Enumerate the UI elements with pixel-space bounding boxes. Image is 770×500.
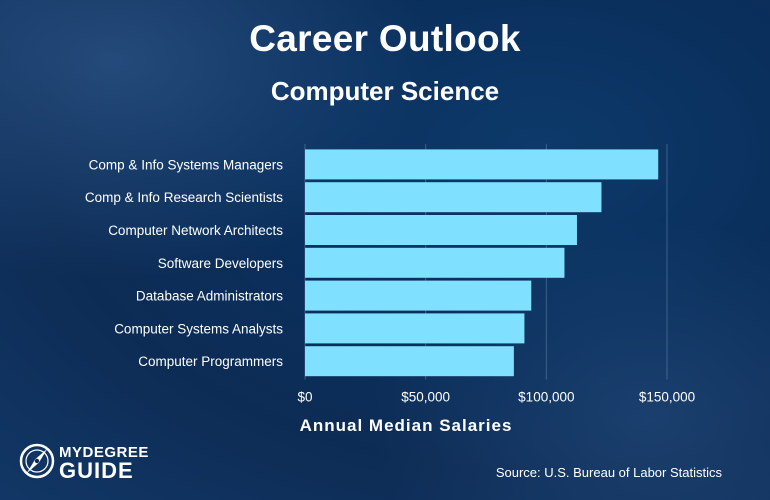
compass-icon xyxy=(19,443,55,479)
category-label-1: Comp & Info Research Scientists xyxy=(85,190,283,205)
bar-6 xyxy=(305,346,514,377)
category-label-2: Computer Network Architects xyxy=(108,223,283,238)
mydegreeguide-logo: MYDEGREE GUIDE xyxy=(18,438,158,486)
source-note: Source: U.S. Bureau of Labor Statistics xyxy=(495,465,722,480)
bar-2 xyxy=(305,215,577,245)
logo-text-top: MYDEGREE xyxy=(59,444,149,461)
x-tick-label-3: $150,000 xyxy=(639,390,695,405)
bar-0 xyxy=(305,149,659,180)
category-label-0: Comp & Info Systems Managers xyxy=(89,157,284,172)
logo-text-bottom: GUIDE xyxy=(59,458,134,483)
x-tick-label-1: $50,000 xyxy=(401,390,450,405)
bar-1 xyxy=(305,182,602,213)
x-tick-label-0: $0 xyxy=(297,390,312,405)
bar-4 xyxy=(305,280,532,311)
x-axis-label: Annual Median Salaries xyxy=(299,416,513,435)
category-label-6: Computer Programmers xyxy=(138,354,283,369)
category-label-3: Software Developers xyxy=(158,256,284,271)
chart-title: Career Outlook xyxy=(249,18,521,59)
category-label-5: Computer Systems Analysts xyxy=(114,321,283,336)
chart-subtitle: Computer Science xyxy=(270,76,500,106)
bar-5 xyxy=(305,313,525,344)
bar-3 xyxy=(305,247,565,278)
category-label-4: Database Administrators xyxy=(136,289,283,304)
x-tick-label-2: $100,000 xyxy=(518,390,574,405)
